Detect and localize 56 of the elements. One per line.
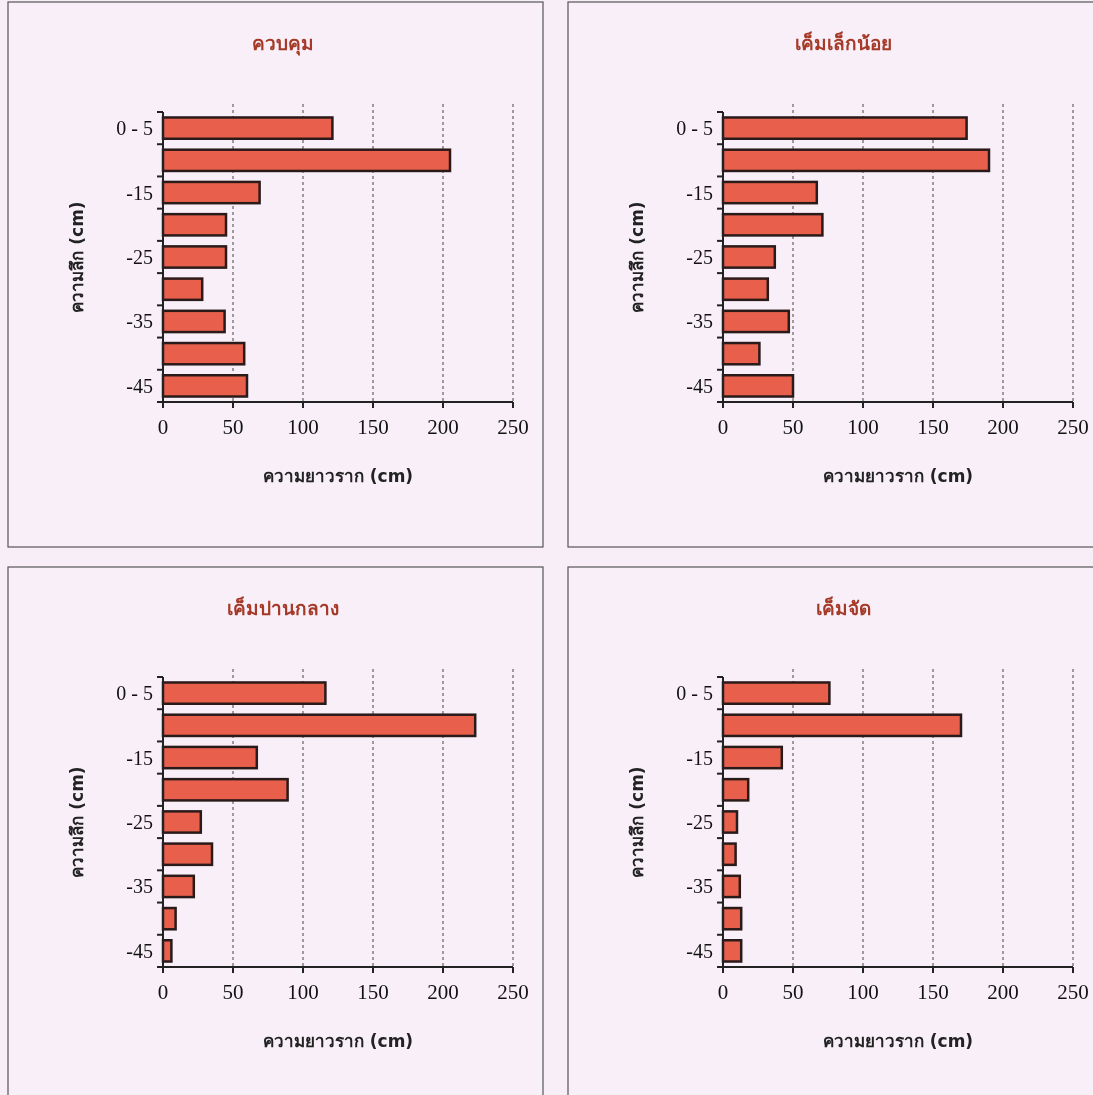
y-tick-label: -35 [686,875,713,898]
x-axis-title: ความยาวราก (cm) [262,1031,414,1051]
y-tick-label: -25 [686,246,713,268]
x-tick-label: 0 [717,980,729,1004]
y-tick-label: -45 [126,939,153,962]
y-tick-label: 0 - 5 [116,682,153,705]
x-tick-label: 50 [222,980,244,1004]
x-axis-title: ความยาวราก (cm) [822,466,974,486]
x-tick-label: 200 [987,980,1019,1004]
x-tick-label: 250 [497,415,529,439]
y-axis-title: ความลึก (cm) [67,766,87,878]
chart-title: เค็มปานกลาง [227,596,339,619]
x-tick-label: 250 [1057,415,1089,439]
y-tick-label: -15 [686,181,713,204]
y-tick-label: -35 [126,310,153,333]
x-tick-label: 100 [287,415,319,439]
x-tick-label: 50 [782,980,804,1004]
y-axis-title: ความลึก (cm) [67,201,87,313]
x-tick-label: 150 [357,980,389,1004]
y-tick-label: -45 [686,374,713,397]
x-axis-title: ความยาวราก (cm) [822,1031,974,1051]
y-tick-label: -25 [126,246,153,268]
x-axis-title: ความยาวราก (cm) [262,466,414,486]
x-tick-label: 200 [427,980,459,1004]
x-tick-label: 100 [847,415,879,439]
y-tick-label: 0 - 5 [116,117,153,140]
x-tick-label: 0 [157,415,169,439]
y-tick-label: -35 [126,875,153,898]
x-tick-label: 150 [917,980,949,1004]
chart-title: เค็มเล็กน้อย [794,31,892,54]
x-tick-label: 250 [497,980,529,1004]
y-tick-label: -25 [126,811,153,833]
y-tick-label: -45 [126,374,153,397]
y-tick-label: -45 [686,939,713,962]
x-tick-label: 250 [1057,980,1089,1004]
y-tick-label: 0 - 5 [676,117,713,140]
x-tick-label: 50 [222,415,244,439]
y-tick-label: 0 - 5 [676,682,713,705]
x-tick-label: 0 [157,980,169,1004]
y-tick-label: -15 [126,181,153,204]
x-tick-label: 150 [357,415,389,439]
x-tick-label: 50 [782,415,804,439]
chart-title: เค็มจัด [815,596,871,619]
x-tick-label: 200 [987,415,1019,439]
y-tick-label: -35 [686,310,713,333]
x-tick-label: 100 [847,980,879,1004]
y-tick-label: -25 [686,811,713,833]
x-tick-label: 150 [917,415,949,439]
y-tick-label: -15 [686,746,713,769]
y-tick-label: -15 [126,746,153,769]
y-axis-title: ความลึก (cm) [627,201,647,313]
x-tick-label: 0 [717,415,729,439]
chart-title: ควบคุม [252,32,314,56]
x-tick-label: 100 [287,980,319,1004]
x-tick-label: 200 [427,415,459,439]
y-axis-title: ความลึก (cm) [627,766,647,878]
